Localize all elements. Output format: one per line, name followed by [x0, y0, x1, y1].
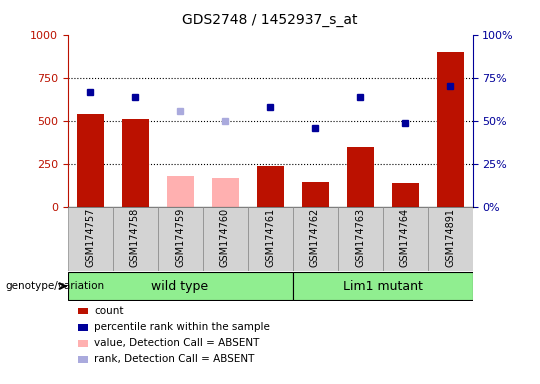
Bar: [301, 182, 328, 207]
Bar: [347, 147, 374, 207]
Text: genotype/variation: genotype/variation: [5, 281, 105, 291]
Bar: [122, 119, 148, 207]
Bar: [338, 207, 382, 271]
Text: GSM174891: GSM174891: [445, 208, 455, 267]
Bar: [212, 178, 239, 207]
Bar: [436, 52, 463, 207]
Text: GSM174757: GSM174757: [85, 208, 95, 268]
Text: percentile rank within the sample: percentile rank within the sample: [94, 322, 271, 332]
Text: GSM174764: GSM174764: [400, 208, 410, 267]
Text: wild type: wild type: [151, 280, 208, 293]
Text: GSM174759: GSM174759: [175, 208, 185, 267]
Bar: [293, 272, 472, 300]
Bar: [68, 207, 112, 271]
Bar: [202, 207, 247, 271]
Bar: [77, 114, 104, 207]
Bar: [293, 207, 338, 271]
Text: Lim1 mutant: Lim1 mutant: [342, 280, 422, 293]
Bar: [428, 207, 472, 271]
Bar: [166, 176, 193, 207]
Text: GSM174760: GSM174760: [220, 208, 230, 267]
Text: GSM174763: GSM174763: [355, 208, 365, 267]
Text: rank, Detection Call = ABSENT: rank, Detection Call = ABSENT: [94, 354, 255, 364]
Text: GSM174761: GSM174761: [265, 208, 275, 267]
Bar: [112, 207, 158, 271]
Text: GSM174758: GSM174758: [130, 208, 140, 267]
Text: GSM174762: GSM174762: [310, 208, 320, 267]
Bar: [68, 272, 293, 300]
Bar: [382, 207, 428, 271]
Text: GDS2748 / 1452937_s_at: GDS2748 / 1452937_s_at: [183, 13, 357, 27]
Text: count: count: [94, 306, 124, 316]
Bar: [158, 207, 202, 271]
Bar: [256, 166, 284, 207]
Bar: [392, 183, 418, 207]
Bar: [247, 207, 293, 271]
Text: value, Detection Call = ABSENT: value, Detection Call = ABSENT: [94, 338, 260, 348]
